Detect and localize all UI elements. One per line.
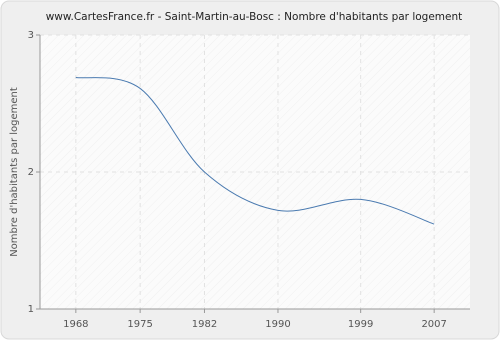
x-tick-label: 1999 bbox=[348, 319, 373, 330]
x-tick-label: 1982 bbox=[192, 319, 217, 330]
x-tick-label: 1968 bbox=[63, 319, 88, 330]
x-tick-label: 1990 bbox=[265, 319, 290, 330]
x-tick-label: 1975 bbox=[127, 319, 152, 330]
line bbox=[75, 76, 435, 225]
y-tick-label: 3 bbox=[28, 30, 34, 41]
x-tick-label: 2007 bbox=[421, 319, 446, 330]
plot-area bbox=[40, 35, 470, 309]
chart-title: www.CartesFrance.fr - Saint-Martin-au-Bo… bbox=[46, 11, 463, 23]
y-tick-label: 1 bbox=[28, 304, 34, 315]
y-axis-label: Nombre d'habitants par logement bbox=[9, 87, 20, 257]
y-tick-label: 2 bbox=[28, 167, 34, 178]
